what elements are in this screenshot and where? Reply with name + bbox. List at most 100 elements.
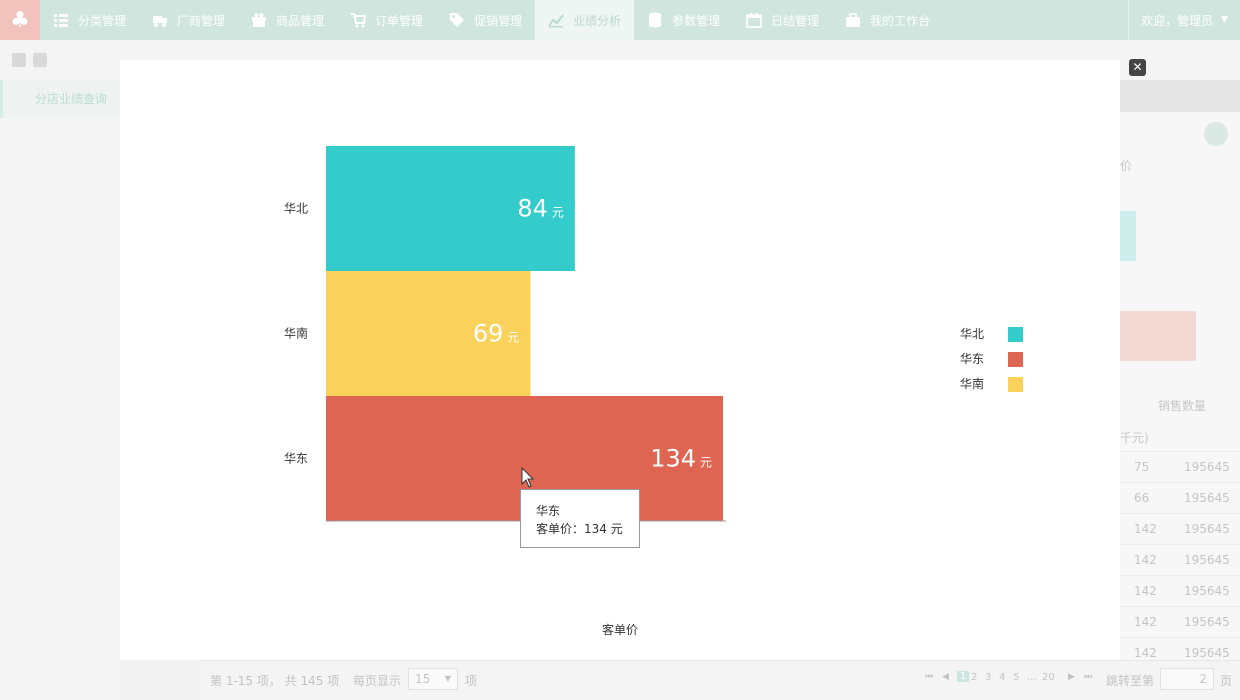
table-cell: 195645 <box>1184 553 1230 567</box>
sidebar-item-branch-performance[interactable]: 分店业绩查询 <box>0 80 120 118</box>
truck-icon <box>152 12 168 28</box>
last-page-icon[interactable]: ⏭ <box>1084 672 1093 682</box>
x-axis-label: 客单价 <box>602 622 638 637</box>
database-icon <box>647 12 663 28</box>
top-nav: ♣ 分类管理 厂商管理 商品管理 订单管理 促销管理 业绩分析 参数管理 日结管理 我的工作台 … <box>0 0 1240 40</box>
pager-summary: 第 1-15 项， 共 145 项 <box>210 674 340 688</box>
jump-page-input[interactable]: 2 <box>1160 668 1214 690</box>
jump-unit: 页 <box>1220 674 1233 688</box>
table-cell: 195645 <box>1184 646 1230 660</box>
table-row[interactable]: 66 195645 <box>1120 482 1240 513</box>
value-unit-label: 元 <box>552 206 564 220</box>
nav-item-2[interactable]: 商品管理 <box>238 0 337 40</box>
background-table: 价 销售数量 千元) 75 195645 66 195645 142 195645 142 1… <box>1120 80 1240 660</box>
per-page-select[interactable]: 15 ▼ <box>408 668 458 690</box>
user-menu[interactable]: 欢迎，管理员 ▼ <box>1128 0 1240 40</box>
page-number[interactable]: ... <box>1027 672 1037 683</box>
legend-label: 华北 <box>960 327 984 341</box>
data-label: 134 <box>650 445 696 473</box>
table-cell: 142 <box>1134 615 1157 629</box>
column-header-sales-qty: 销售数量 <box>1158 399 1207 413</box>
tag-icon <box>449 12 465 28</box>
table-row[interactable]: 142 195645 <box>1120 606 1240 637</box>
bar-0[interactable] <box>326 146 575 271</box>
legend-swatch[interactable] <box>1008 352 1023 367</box>
nav-item-label: 促销管理 <box>474 13 523 28</box>
briefcase-icon <box>845 12 861 28</box>
page-number[interactable]: 20 <box>1042 672 1055 683</box>
page-number[interactable]: 2 <box>971 672 978 683</box>
nav-item-label: 参数管理 <box>672 13 721 28</box>
nav-item-6[interactable]: 参数管理 <box>634 0 733 40</box>
nav-item-0[interactable]: 分类管理 <box>40 0 139 40</box>
nav-item-label: 日结管理 <box>771 13 820 28</box>
table-cell: 142 <box>1134 584 1157 598</box>
chart-icon <box>548 12 564 28</box>
nav-item-label: 分类管理 <box>78 13 127 28</box>
data-label: 69 <box>473 320 504 348</box>
table-cell: 142 <box>1134 553 1157 567</box>
nav-item-label: 商品管理 <box>276 13 325 28</box>
page-number[interactable]: 1 <box>957 671 970 682</box>
page-number[interactable]: 4 <box>999 672 1006 683</box>
legend-swatch[interactable] <box>1008 377 1023 392</box>
table-cell: 66 <box>1134 491 1150 505</box>
chart-modal: 华北元 84 华南元 69 华东元 134 客单价 华北 华东 华南 <box>120 60 1120 660</box>
table-row[interactable]: 75 195645 <box>1120 451 1240 482</box>
nav-item-1[interactable]: 厂商管理 <box>139 0 238 40</box>
per-page-label: 每页显示 <box>353 674 402 688</box>
table-cell: 195645 <box>1184 522 1230 536</box>
tooltip-value: 客单价：134 元 <box>536 522 623 536</box>
data-label: 84 <box>517 195 548 223</box>
table-cell: 75 <box>1134 460 1150 474</box>
next-page-icon[interactable]: ▶ <box>1068 672 1075 682</box>
first-page-icon[interactable]: ⏮ <box>925 672 934 682</box>
table-row[interactable]: 142 195645 <box>1120 575 1240 606</box>
close-icon[interactable]: ✕ <box>1129 59 1146 76</box>
legend-label: 华南 <box>960 376 984 391</box>
table-cell: 195645 <box>1184 460 1230 474</box>
tooltip-title: 华东 <box>536 504 561 518</box>
value-unit-label: 元 <box>507 331 519 345</box>
sidebar: 分店业绩查询 <box>0 80 120 700</box>
page-number[interactable]: 5 <box>1013 672 1020 683</box>
prev-page-icon[interactable]: ◀ <box>942 672 949 682</box>
per-page-value: 15 <box>415 672 431 686</box>
background-bar-pink <box>1120 311 1196 361</box>
bar-1[interactable] <box>326 271 531 396</box>
nav-menu: 分类管理 厂商管理 商品管理 订单管理 促销管理 业绩分析 参数管理 日结管理 我的工作台 <box>40 0 943 40</box>
unit-fragment: 千元) <box>1120 431 1149 445</box>
user-welcome-label: 欢迎，管理员 <box>1141 13 1214 28</box>
nav-item-8[interactable]: 我的工作台 <box>832 0 943 40</box>
table-cell: 195645 <box>1184 491 1230 505</box>
calendar-icon <box>746 12 762 28</box>
per-page-unit: 项 <box>465 674 478 688</box>
search-icon[interactable] <box>1204 122 1228 146</box>
table-cell: 142 <box>1134 522 1157 536</box>
chevron-down-icon: ▼ <box>444 674 451 683</box>
page-number[interactable]: 3 <box>985 672 992 683</box>
background-bar-teal <box>1120 211 1136 261</box>
chevron-down-icon: ▼ <box>1221 15 1228 25</box>
logo-icon[interactable]: ♣ <box>0 0 40 40</box>
category-label: 华北 <box>284 202 308 216</box>
value-unit-label: 元 <box>700 456 712 470</box>
column-header-fragment: 价 <box>1120 159 1133 173</box>
nav-item-5[interactable]: 业绩分析 <box>535 0 635 40</box>
collapse-icon[interactable] <box>33 53 47 67</box>
table-cell: 142 <box>1134 646 1157 660</box>
nav-item-label: 我的工作台 <box>870 13 931 28</box>
table-row[interactable]: 142 195645 <box>1120 544 1240 575</box>
nav-item-7[interactable]: 日结管理 <box>733 0 832 40</box>
mouse-pointer-icon <box>521 467 535 488</box>
table-row[interactable]: 142 195645 <box>1120 513 1240 544</box>
nav-item-4[interactable]: 促销管理 <box>436 0 535 40</box>
expand-icon[interactable] <box>12 53 26 67</box>
legend-swatch[interactable] <box>1008 327 1023 342</box>
table-row[interactable]: 142 195645 <box>1120 637 1240 660</box>
nav-item-3[interactable]: 订单管理 <box>337 0 436 40</box>
table-cell: 195645 <box>1184 584 1230 598</box>
legend-label: 华东 <box>960 352 984 366</box>
